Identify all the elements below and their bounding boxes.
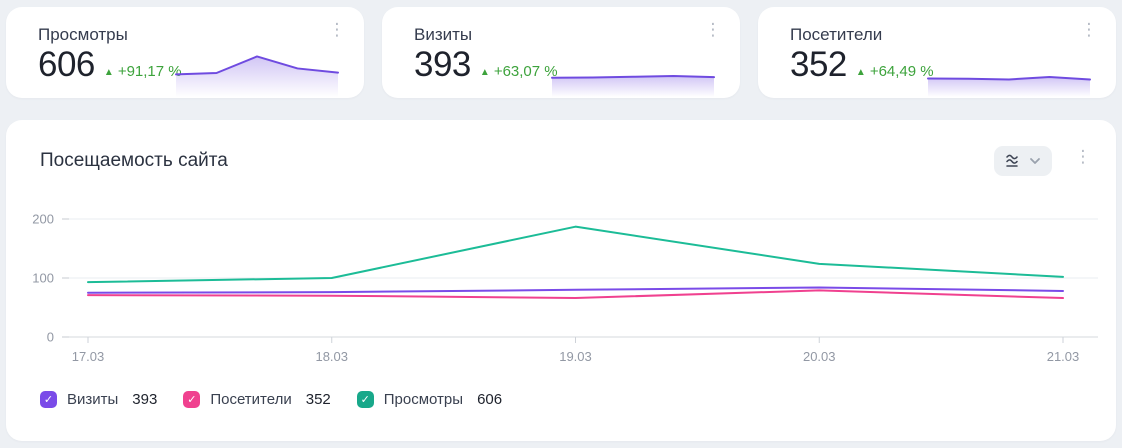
traffic-widget: Посещаемость сайта ⋮ 0 100 200 17.03 18.03 19… (6, 120, 1116, 441)
svg-text:20.03: 20.03 (803, 349, 836, 364)
chart-legend: ✓ Визиты 393 ✓ Посетители 352 ✓ Просмотр… (40, 391, 502, 408)
legend-value: 352 (305, 391, 331, 408)
legend-label: Просмотры (383, 391, 464, 408)
checkbox-checked-icon[interactable]: ✓ (40, 391, 57, 408)
widget-menu-button[interactable]: ⋮ (1074, 147, 1092, 166)
legend-value: 393 (132, 391, 158, 408)
svg-text:21.03: 21.03 (1047, 349, 1080, 364)
card-metric: 393 ▲ +63,07 % (414, 45, 558, 85)
legend-item-visitors[interactable]: ✓ Посетители 352 (183, 391, 331, 408)
card-title: Визиты (414, 25, 473, 44)
metric-change-text: +63,07 % (493, 63, 558, 80)
summary-card-visits: Визиты ⋮ 393 ▲ +63,07 % (382, 7, 740, 98)
svg-text:200: 200 (32, 212, 54, 227)
card-metric: 606 ▲ +91,17 % (38, 45, 182, 85)
sparkline-chart (551, 75, 715, 97)
summary-cards-row: Просмотры ⋮ 606 ▲ +91,17 % Визиты ⋮ 393 ▲… (6, 7, 1116, 98)
legend-item-views[interactable]: ✓ Просмотры 606 (356, 391, 503, 408)
up-triangle-icon: ▲ (855, 67, 866, 78)
svg-text:0: 0 (47, 330, 54, 345)
legend-value: 606 (477, 391, 503, 408)
up-triangle-icon: ▲ (103, 67, 114, 78)
metric-value: 606 (38, 45, 95, 84)
metric-change-text: +64,49 % (869, 63, 934, 80)
svg-text:17.03: 17.03 (72, 349, 105, 364)
summary-card-visitors: Посетители ⋮ 352 ▲ +64,49 % (758, 7, 1116, 98)
metric-change-text: +91,17 % (117, 63, 182, 80)
svg-text:100: 100 (32, 271, 54, 286)
summary-card-views: Просмотры ⋮ 606 ▲ +91,17 % (6, 7, 364, 98)
metric-value: 352 (790, 45, 847, 84)
line-chart-icon (1005, 154, 1018, 167)
up-triangle-icon: ▲ (479, 67, 490, 78)
metric-change: ▲ +91,17 % (104, 63, 182, 80)
card-title: Посетители (790, 25, 883, 44)
legend-item-visits[interactable]: ✓ Визиты 393 (40, 391, 157, 408)
card-metric: 352 ▲ +64,49 % (790, 45, 934, 85)
svg-text:18.03: 18.03 (315, 349, 348, 364)
metric-change: ▲ +64,49 % (856, 63, 934, 80)
card-menu-button[interactable]: ⋮ (704, 20, 722, 39)
metric-value: 393 (414, 45, 471, 84)
chart-type-selector[interactable] (994, 146, 1052, 176)
card-menu-button[interactable]: ⋮ (1080, 20, 1098, 39)
svg-text:19.03: 19.03 (559, 349, 592, 364)
traffic-line-chart: 0 100 200 17.03 18.03 19.03 20.03 21.03 (32, 212, 1098, 364)
chevron-down-icon (1029, 158, 1040, 164)
legend-label: Визиты (67, 391, 119, 408)
widget-title: Посещаемость сайта (40, 150, 228, 171)
legend-label: Посетители (210, 391, 292, 408)
sparkline-chart (927, 75, 1091, 97)
metric-change: ▲ +63,07 % (480, 63, 558, 80)
card-menu-button[interactable]: ⋮ (328, 20, 346, 39)
checkbox-checked-icon[interactable]: ✓ (356, 391, 374, 408)
sparkline-chart (175, 55, 339, 97)
card-title: Просмотры (38, 25, 128, 44)
checkbox-checked-icon[interactable]: ✓ (183, 391, 201, 408)
